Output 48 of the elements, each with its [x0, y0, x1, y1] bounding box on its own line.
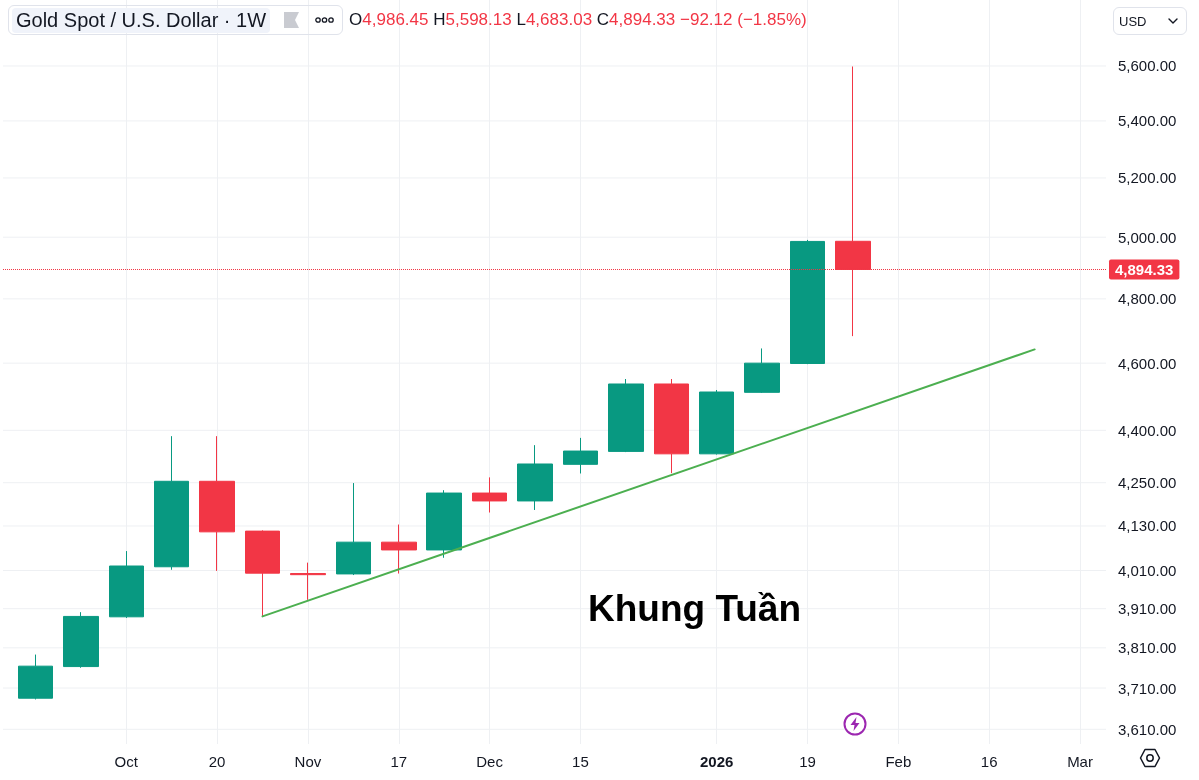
y-tick-label: 3,910.00 [1118, 600, 1177, 618]
candlestick [381, 524, 417, 575]
candlestick [290, 562, 326, 601]
candlestick [790, 239, 825, 365]
x-tick-label: 15 [572, 753, 589, 770]
x-tick-label: 2026 [700, 753, 734, 770]
x-tick-label: Dec [476, 753, 504, 770]
chart-title: Gold Spot / U.S. Dollar · 1W [12, 7, 271, 33]
y-tick-label: 4,400.00 [1118, 421, 1177, 439]
y-tick-label: 5,200.00 [1118, 169, 1177, 187]
y-tick-label: 4,800.00 [1118, 290, 1177, 308]
candlestick [245, 529, 280, 617]
y-tick-label: 4,010.00 [1118, 562, 1177, 580]
y-tick-label: 3,710.00 [1118, 679, 1177, 697]
y-tick-label: 4,250.00 [1118, 474, 1177, 492]
text: O4,986.45 H5,598.13 L4,683.03 C4,894.33 −92.12 (−1.85%) [349, 10, 807, 29]
candlestick [517, 444, 553, 511]
candlestick [199, 435, 235, 572]
x-tick-label: Feb [885, 753, 912, 770]
candlestick [336, 482, 371, 576]
candlestick [654, 378, 689, 474]
candlestick [472, 476, 507, 514]
y-tick-label: 5,600.00 [1118, 57, 1177, 75]
x-tick-label: Oct [114, 753, 139, 770]
y-tick-label: 3,610.00 [1118, 720, 1177, 738]
y-tick-label: 5,400.00 [1118, 112, 1177, 130]
candlestick [63, 611, 99, 669]
candlestick [109, 550, 144, 619]
annotation: Khung Tuần [588, 587, 802, 629]
candlestick [608, 378, 644, 453]
x-tick-label: 16 [980, 753, 998, 770]
candlestick [426, 489, 462, 559]
y-tick-label: 4,130.00 [1118, 517, 1177, 535]
y-tick-label: 5,000.00 [1118, 228, 1177, 246]
x-tick-label: 20 [208, 753, 226, 770]
x-tick-label: Nov [294, 753, 322, 770]
y-tick-label: 3,810.00 [1118, 639, 1177, 657]
candlestick [744, 347, 780, 394]
candlestick [699, 389, 734, 456]
candlestick [154, 435, 189, 571]
y-tick-label: 4,600.00 [1118, 354, 1177, 372]
candlestick [563, 437, 598, 474]
y-axis-title: USD [1119, 13, 1147, 29]
x-tick-label: 19 [799, 753, 816, 770]
x-tick-label: Mar [1067, 753, 1093, 770]
x-tick-label: 17 [390, 753, 408, 770]
ref-line-label: 4,894.33 [1115, 260, 1174, 278]
candlestick [18, 654, 53, 700]
